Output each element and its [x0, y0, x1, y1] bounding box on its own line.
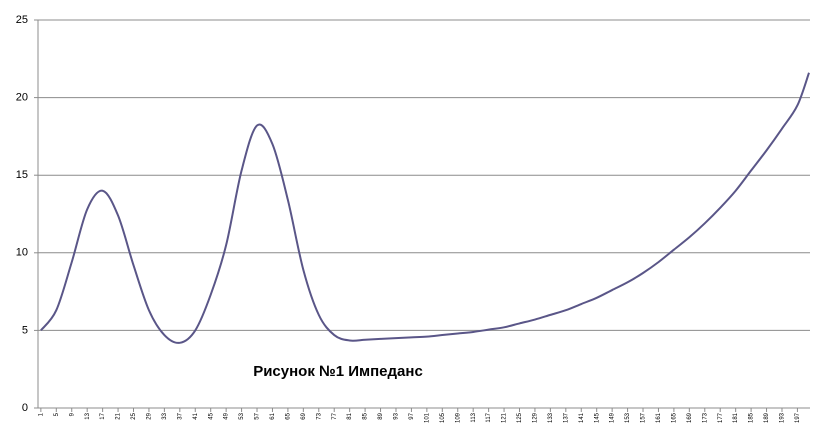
x-tick-label: 197 — [795, 412, 801, 423]
x-tick-label: 41 — [193, 412, 199, 419]
x-tick-label: 125 — [517, 412, 523, 423]
x-tick-label: 169 — [687, 412, 693, 423]
x-tick-label: 69 — [301, 412, 307, 419]
x-tick-label: 133 — [548, 412, 554, 423]
x-tick-label: 93 — [394, 412, 400, 419]
x-tick-label: 149 — [610, 412, 616, 423]
x-tick-label: 185 — [749, 412, 755, 423]
series-line — [40, 72, 810, 344]
x-tick-label: 173 — [702, 412, 708, 423]
x-tick-label: 117 — [486, 412, 492, 422]
x-tick-label: 121 — [502, 412, 508, 423]
x-tick-label: 141 — [579, 412, 585, 423]
x-tick-label: 101 — [424, 412, 430, 423]
x-tick-label: 5 — [54, 412, 60, 416]
x-tick-label: 33 — [162, 412, 168, 419]
x-tick-label: 17 — [100, 412, 106, 419]
x-tick-label: 89 — [378, 412, 384, 419]
x-tick-label: 109 — [455, 412, 461, 423]
x-tick-label: 65 — [285, 412, 291, 419]
x-tick-label: 189 — [764, 412, 770, 423]
chart-title: Рисунок №1 Импеданс — [253, 363, 423, 380]
x-tick-label: 53 — [239, 412, 245, 419]
y-tick-label: 25 — [16, 14, 28, 26]
x-tick-label: 21 — [116, 412, 122, 419]
x-tick-label: 145 — [594, 412, 600, 423]
y-tick-label: 20 — [16, 92, 28, 104]
y-tick-label: 5 — [22, 324, 28, 336]
x-tick-label: 181 — [733, 412, 739, 423]
x-tick-label: 165 — [671, 412, 677, 423]
x-tick-label: 113 — [471, 412, 477, 422]
x-tick-label: 157 — [641, 412, 647, 423]
x-tick-label: 1 — [38, 412, 44, 416]
y-tick-label: 15 — [16, 169, 28, 181]
x-tick-label: 9 — [69, 412, 75, 416]
x-tick-label: 129 — [533, 412, 539, 423]
x-tick-label: 81 — [347, 412, 353, 419]
x-tick-label: 137 — [563, 412, 569, 423]
x-tick-label: 85 — [363, 412, 369, 419]
x-tick-label: 57 — [255, 412, 261, 419]
x-tick-label: 13 — [85, 412, 91, 419]
x-tick-label: 161 — [656, 412, 662, 423]
x-tick-label: 153 — [625, 412, 631, 423]
y-tick-label: 10 — [16, 247, 28, 259]
x-tick-label: 45 — [208, 412, 214, 419]
x-tick-label: 77 — [332, 412, 338, 419]
x-tick-label: 37 — [177, 412, 183, 419]
x-tick-label: 177 — [718, 412, 724, 423]
x-tick-label: 193 — [780, 412, 786, 423]
x-tick-label: 97 — [409, 412, 415, 419]
x-tick-label: 25 — [131, 412, 137, 419]
x-tick-label: 105 — [440, 412, 446, 423]
x-tick-label: 29 — [147, 412, 153, 419]
x-tick-label: 49 — [224, 412, 230, 419]
x-tick-label: 73 — [316, 412, 322, 419]
y-tick-label: 0 — [22, 402, 28, 414]
x-tick-label: 61 — [270, 412, 276, 419]
